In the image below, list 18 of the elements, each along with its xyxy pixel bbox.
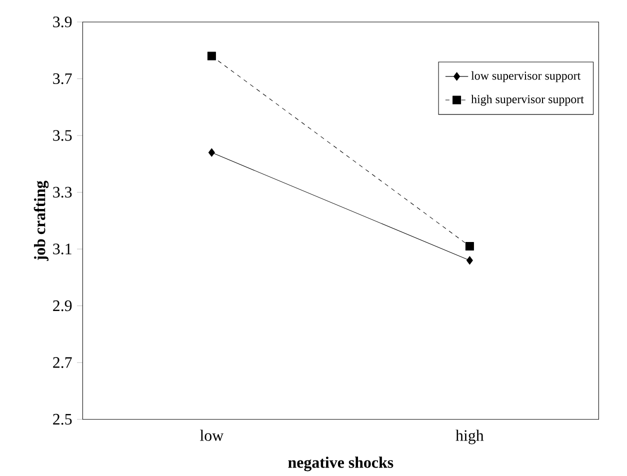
y-tick-label: 3.7 bbox=[53, 74, 72, 84]
x-tick-label: low bbox=[200, 430, 224, 442]
y-tick-label: 3.9 bbox=[53, 16, 72, 28]
legend-label: high supervisor support bbox=[471, 95, 584, 106]
y-tick-label: 2.7 bbox=[53, 357, 72, 368]
point bbox=[207, 52, 216, 60]
y-tick-label: 3.1 bbox=[53, 244, 72, 255]
point bbox=[465, 242, 474, 251]
y-tick-label: 3.5 bbox=[53, 130, 72, 142]
x-axis-title: negative shocks bbox=[288, 456, 394, 472]
legend-label: low supervisor support bbox=[471, 71, 581, 82]
x-tick-label: high bbox=[456, 430, 484, 444]
y-tick-label: 2.9 bbox=[53, 300, 72, 312]
point bbox=[208, 148, 215, 157]
point bbox=[466, 256, 473, 265]
y-tick-label: 3.3 bbox=[53, 187, 72, 198]
y-tick-label: 2.5 bbox=[53, 414, 72, 425]
y-axis-title: job crafting bbox=[34, 180, 49, 262]
